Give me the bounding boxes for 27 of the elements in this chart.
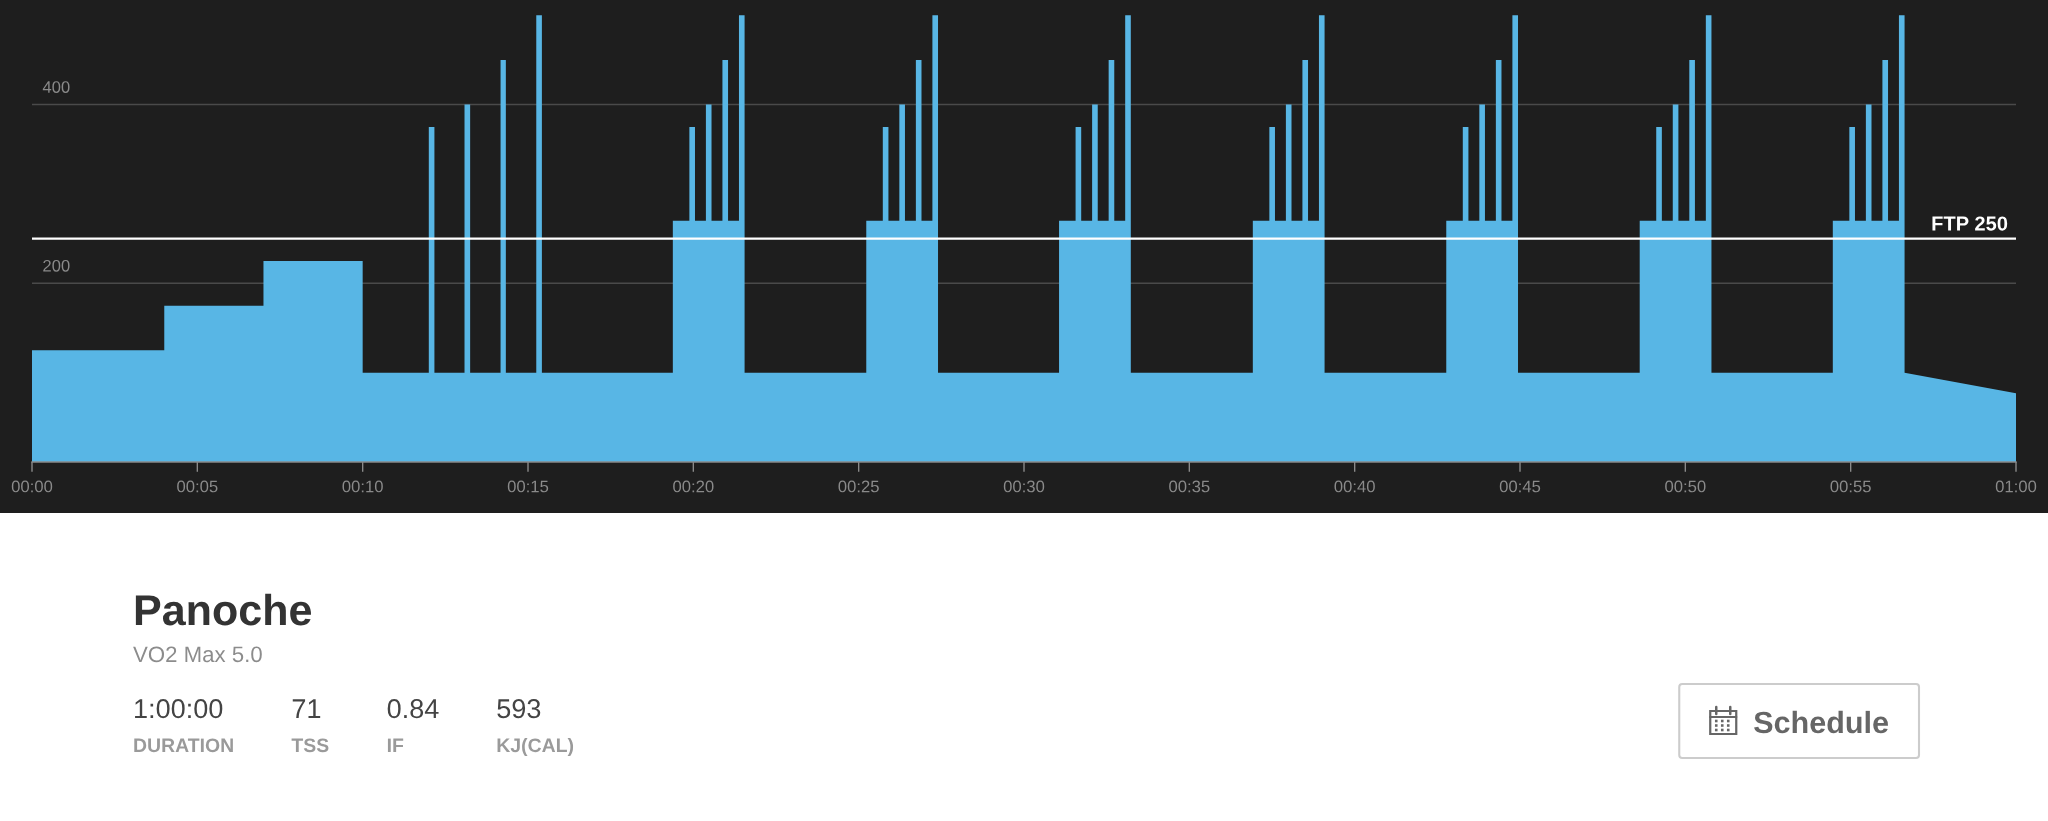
x-tick-label: 00:10 [342,480,383,493]
text: KJ(CAL) [497,737,574,757]
text: 0.84 [387,699,439,719]
text: TSS [291,738,329,753]
x-tick-label: 00:30 [1003,480,1045,493]
text: VO2 Max 5.0 [133,646,262,663]
x-tick-label: 00:45 [1499,480,1541,493]
text: IF [387,738,404,752]
y-tick-label: 200 [43,259,70,272]
x-tick-label: 00:05 [177,480,218,493]
x-tick-label: 00:55 [1830,480,1871,493]
y-tick-label: 400 [42,81,70,93]
text: 593 [497,699,541,719]
x-tick-label: 01:00 [1995,480,2037,493]
x-tick-label: 00:15 [507,480,549,493]
text: Schedule [1754,710,1888,734]
x-tick-label: 00:20 [673,480,714,493]
text: 1:00:00 [135,699,223,719]
text: Panoche [135,593,311,626]
text: DURATION [134,738,233,753]
ref-line-label: FTP 250 [1932,216,2008,231]
x-tick-label: 00:50 [1665,480,1706,493]
x-tick-label: 00:00 [11,480,53,493]
text: 71 [292,699,321,718]
x-tick-label: 00:25 [838,480,879,493]
x-tick-label: 00:40 [1334,480,1375,493]
x-tick-label: 00:35 [1169,480,1210,493]
